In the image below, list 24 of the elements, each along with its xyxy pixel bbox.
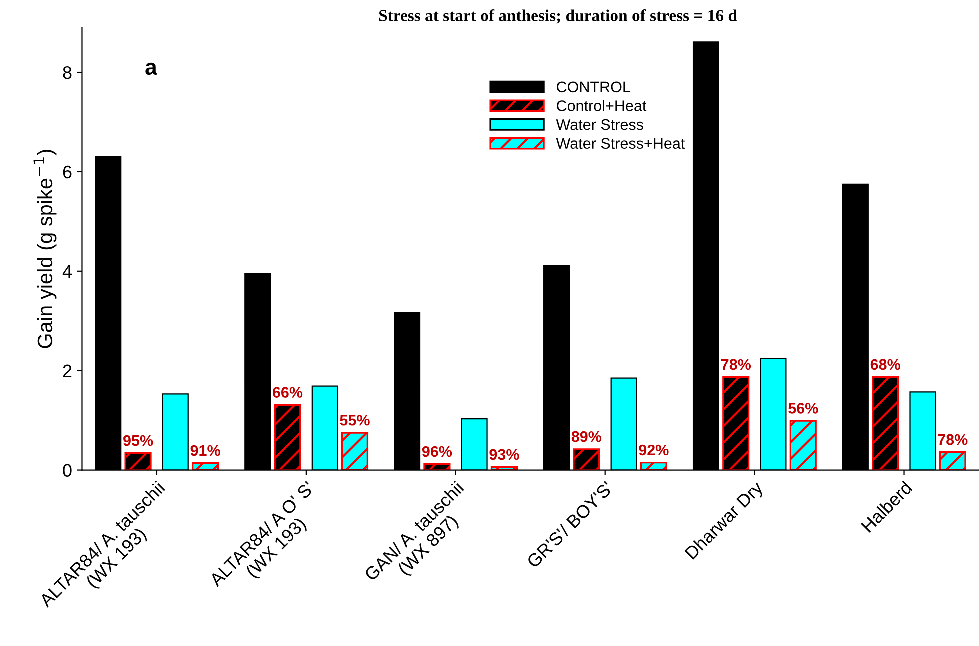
annotation: 78%	[721, 359, 752, 370]
y-tick-label: 6	[63, 166, 72, 179]
annotation: 68%	[870, 359, 900, 370]
legend-label: Water Stress	[556, 119, 644, 130]
annotation: 66%	[273, 387, 303, 398]
annotation: 56%	[788, 403, 818, 414]
annotation: 92%	[639, 444, 669, 456]
chart-title: Stress at start of anthesis; duration of stress = 16 d	[379, 10, 738, 24]
y-axis-title: Gain yield (g spike$^{−1}$)	[34, 150, 57, 348]
legend-label: CONTROL	[557, 82, 630, 93]
annotation: 95%	[124, 435, 154, 446]
annotation: 55%	[340, 415, 370, 426]
legend-label: Water Stress+Heat	[556, 138, 686, 150]
annotation: 93%	[490, 449, 520, 460]
annotation: 96%	[422, 446, 452, 458]
y-tick-label: 0	[63, 464, 72, 478]
annotation: 91%	[190, 445, 220, 456]
y-tick-label: 8	[63, 66, 72, 80]
y-tick-label: 2	[63, 364, 72, 378]
legend-label: Control+Heat	[557, 100, 647, 112]
y-tick-label: 4	[62, 266, 72, 278]
annotation: a	[146, 62, 158, 76]
annotation: 78%	[938, 434, 968, 446]
annotation: 89%	[572, 431, 602, 442]
